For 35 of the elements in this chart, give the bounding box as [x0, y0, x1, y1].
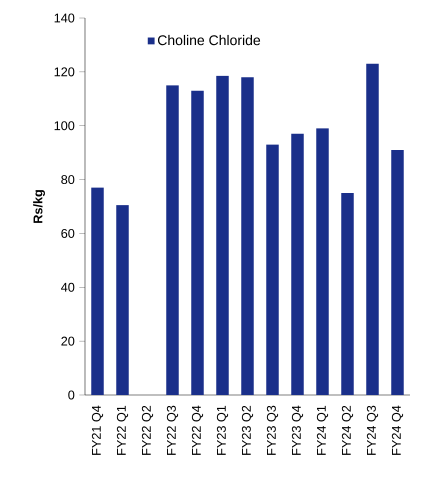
x-tick-label: FY24 Q3 — [366, 406, 378, 455]
x-tick-label: FY23 Q4 — [292, 406, 304, 455]
bar — [166, 85, 179, 395]
y-tick-label: 100 — [54, 121, 74, 130]
x-tick-label: FY24 Q2 — [342, 406, 354, 455]
legend-label: Choline Chloride — [158, 34, 260, 46]
bar — [116, 205, 129, 395]
bar — [91, 188, 104, 395]
y-tick-label: 80 — [61, 175, 74, 184]
x-tick-label: FY23 Q3 — [266, 406, 278, 455]
bar — [316, 128, 329, 395]
y-tick-label: 60 — [61, 228, 74, 238]
x-tick-label: FY24 Q4 — [392, 406, 404, 455]
y-tick-label: 20 — [61, 336, 74, 346]
x-tick-label: FY21 Q4 — [92, 406, 104, 455]
bar — [241, 77, 254, 395]
bar — [216, 76, 229, 395]
bar — [291, 134, 304, 395]
x-tick-label: FY22 Q4 — [192, 406, 204, 455]
y-tick-label: 140 — [54, 14, 74, 22]
x-tick-label: FY23 Q2 — [242, 406, 254, 455]
x-tick-label: FY23 Q1 — [216, 406, 228, 455]
bar — [266, 144, 279, 395]
bar — [391, 150, 404, 395]
y-tick-label: 0 — [68, 390, 74, 400]
y-axis-title: Rs/kg — [33, 190, 45, 223]
x-tick-label: FY22 Q1 — [116, 406, 128, 455]
bar — [341, 193, 354, 395]
x-tick-label: FY22 Q3 — [166, 406, 178, 455]
y-tick-label: 40 — [61, 282, 74, 292]
bar — [191, 90, 204, 395]
y-tick-label: 120 — [54, 67, 74, 76]
bar — [366, 64, 379, 395]
x-tick-label: FY24 Q1 — [316, 406, 328, 455]
x-tick-label: FY22 Q2 — [142, 406, 154, 455]
